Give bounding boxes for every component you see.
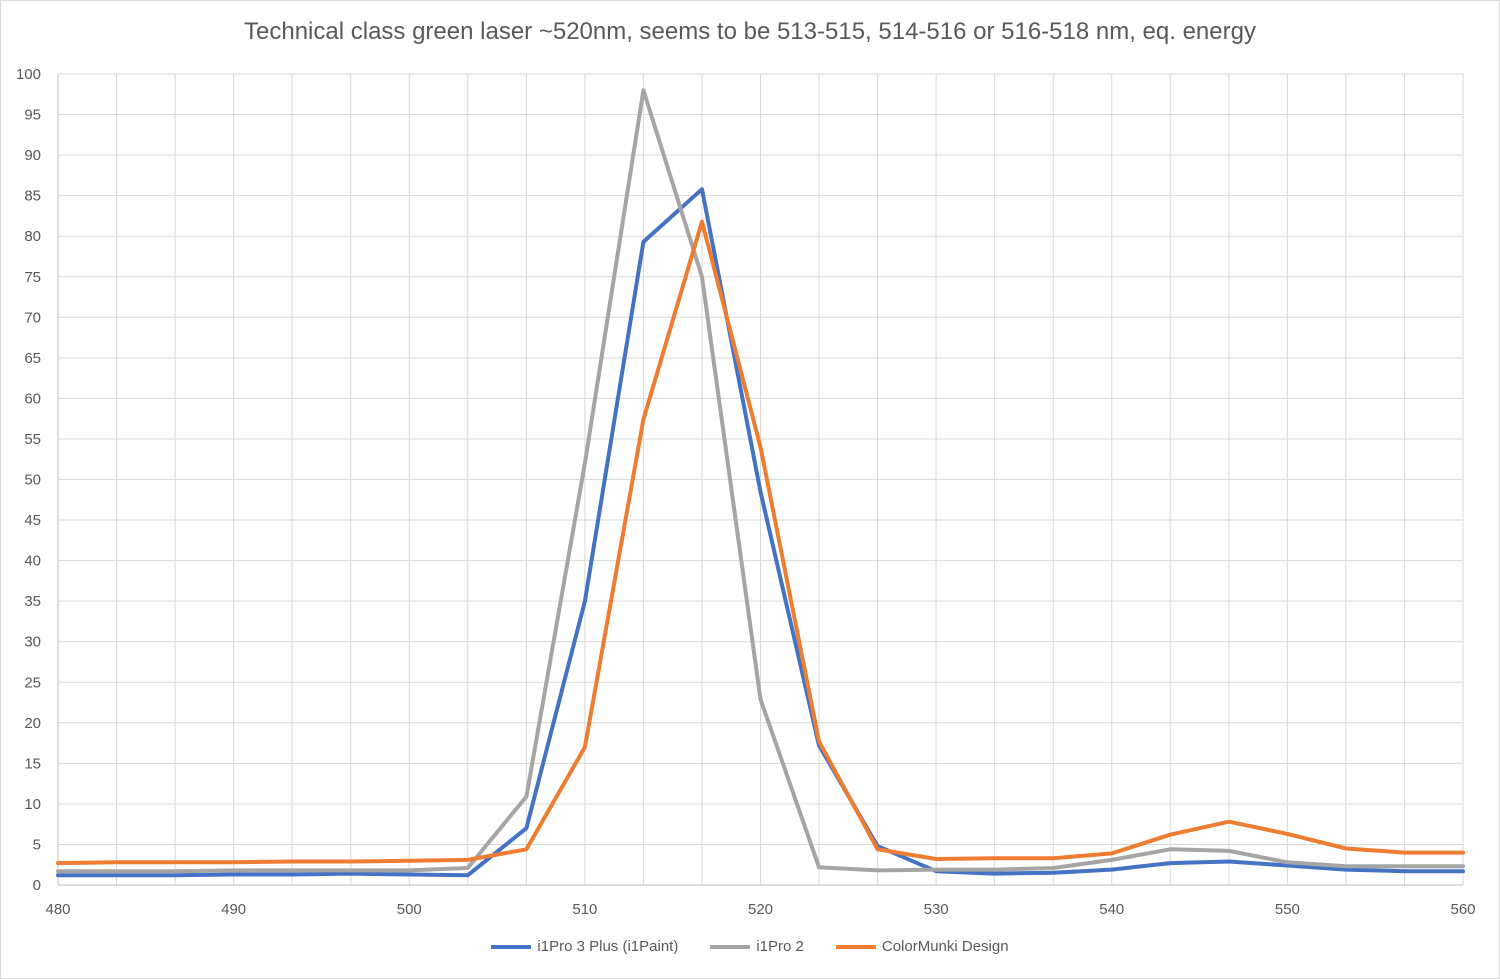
series-line-3 <box>56 219 1465 866</box>
y-tick-label: 20 <box>24 715 41 732</box>
x-tick-label: 500 <box>397 901 422 918</box>
x-tick-label: 490 <box>221 901 246 918</box>
y-tick-label: 80 <box>24 228 41 245</box>
y-tick-label: 10 <box>24 796 41 813</box>
y-tick-label: 50 <box>24 472 41 489</box>
tick-labels: 0510152025303540455055606570758085909510… <box>16 66 1476 918</box>
y-tick-label: 95 <box>24 107 41 124</box>
legend-item: i1Pro 3 Plus (i1Paint) <box>491 938 678 955</box>
series-line-2 <box>56 88 1465 874</box>
y-tick-label: 25 <box>24 674 41 691</box>
legend-label: ColorMunki Design <box>881 938 1009 955</box>
legend-swatch <box>491 944 532 949</box>
x-tick-label: 520 <box>748 901 773 918</box>
chart-title: Technical class green laser ~520nm, seem… <box>244 18 1256 45</box>
y-tick-label: 100 <box>16 66 41 83</box>
x-tick-label: 480 <box>45 901 70 918</box>
legend-swatch <box>835 944 876 949</box>
y-tick-label: 35 <box>24 593 41 610</box>
y-tick-label: 5 <box>33 836 41 853</box>
y-tick-label: 90 <box>24 147 41 164</box>
y-tick-label: 60 <box>24 390 41 407</box>
x-tick-label: 510 <box>572 901 597 918</box>
y-tick-label: 65 <box>24 350 41 367</box>
series-line-1 <box>56 187 1465 878</box>
series-lines <box>56 88 1465 878</box>
y-tick-label: 0 <box>33 877 41 894</box>
y-tick-label: 15 <box>24 755 41 772</box>
y-tick-label: 40 <box>24 553 41 570</box>
legend: i1Pro 3 Plus (i1Paint) i1Pro 2 ColorMunki … <box>0 938 1500 955</box>
y-tick-label: 45 <box>24 512 41 529</box>
legend-swatch <box>710 944 751 949</box>
x-tick-label: 530 <box>924 901 949 918</box>
x-tick-label: 540 <box>1099 901 1124 918</box>
grid-lines <box>58 73 1464 885</box>
legend-item: ColorMunki Design <box>835 938 1009 955</box>
x-tick-label: 560 <box>1450 901 1475 918</box>
y-tick-label: 70 <box>24 309 41 326</box>
y-tick-label: 55 <box>24 431 41 448</box>
y-tick-label: 85 <box>24 188 41 205</box>
legend-item: i1Pro 2 <box>710 938 804 955</box>
x-tick-label: 550 <box>1275 901 1300 918</box>
legend-label: i1Pro 2 <box>756 938 804 955</box>
y-tick-label: 75 <box>24 269 41 286</box>
y-tick-label: 30 <box>24 634 41 651</box>
axes <box>57 74 1463 886</box>
legend-label: i1Pro 3 Plus (i1Paint) <box>537 938 679 955</box>
